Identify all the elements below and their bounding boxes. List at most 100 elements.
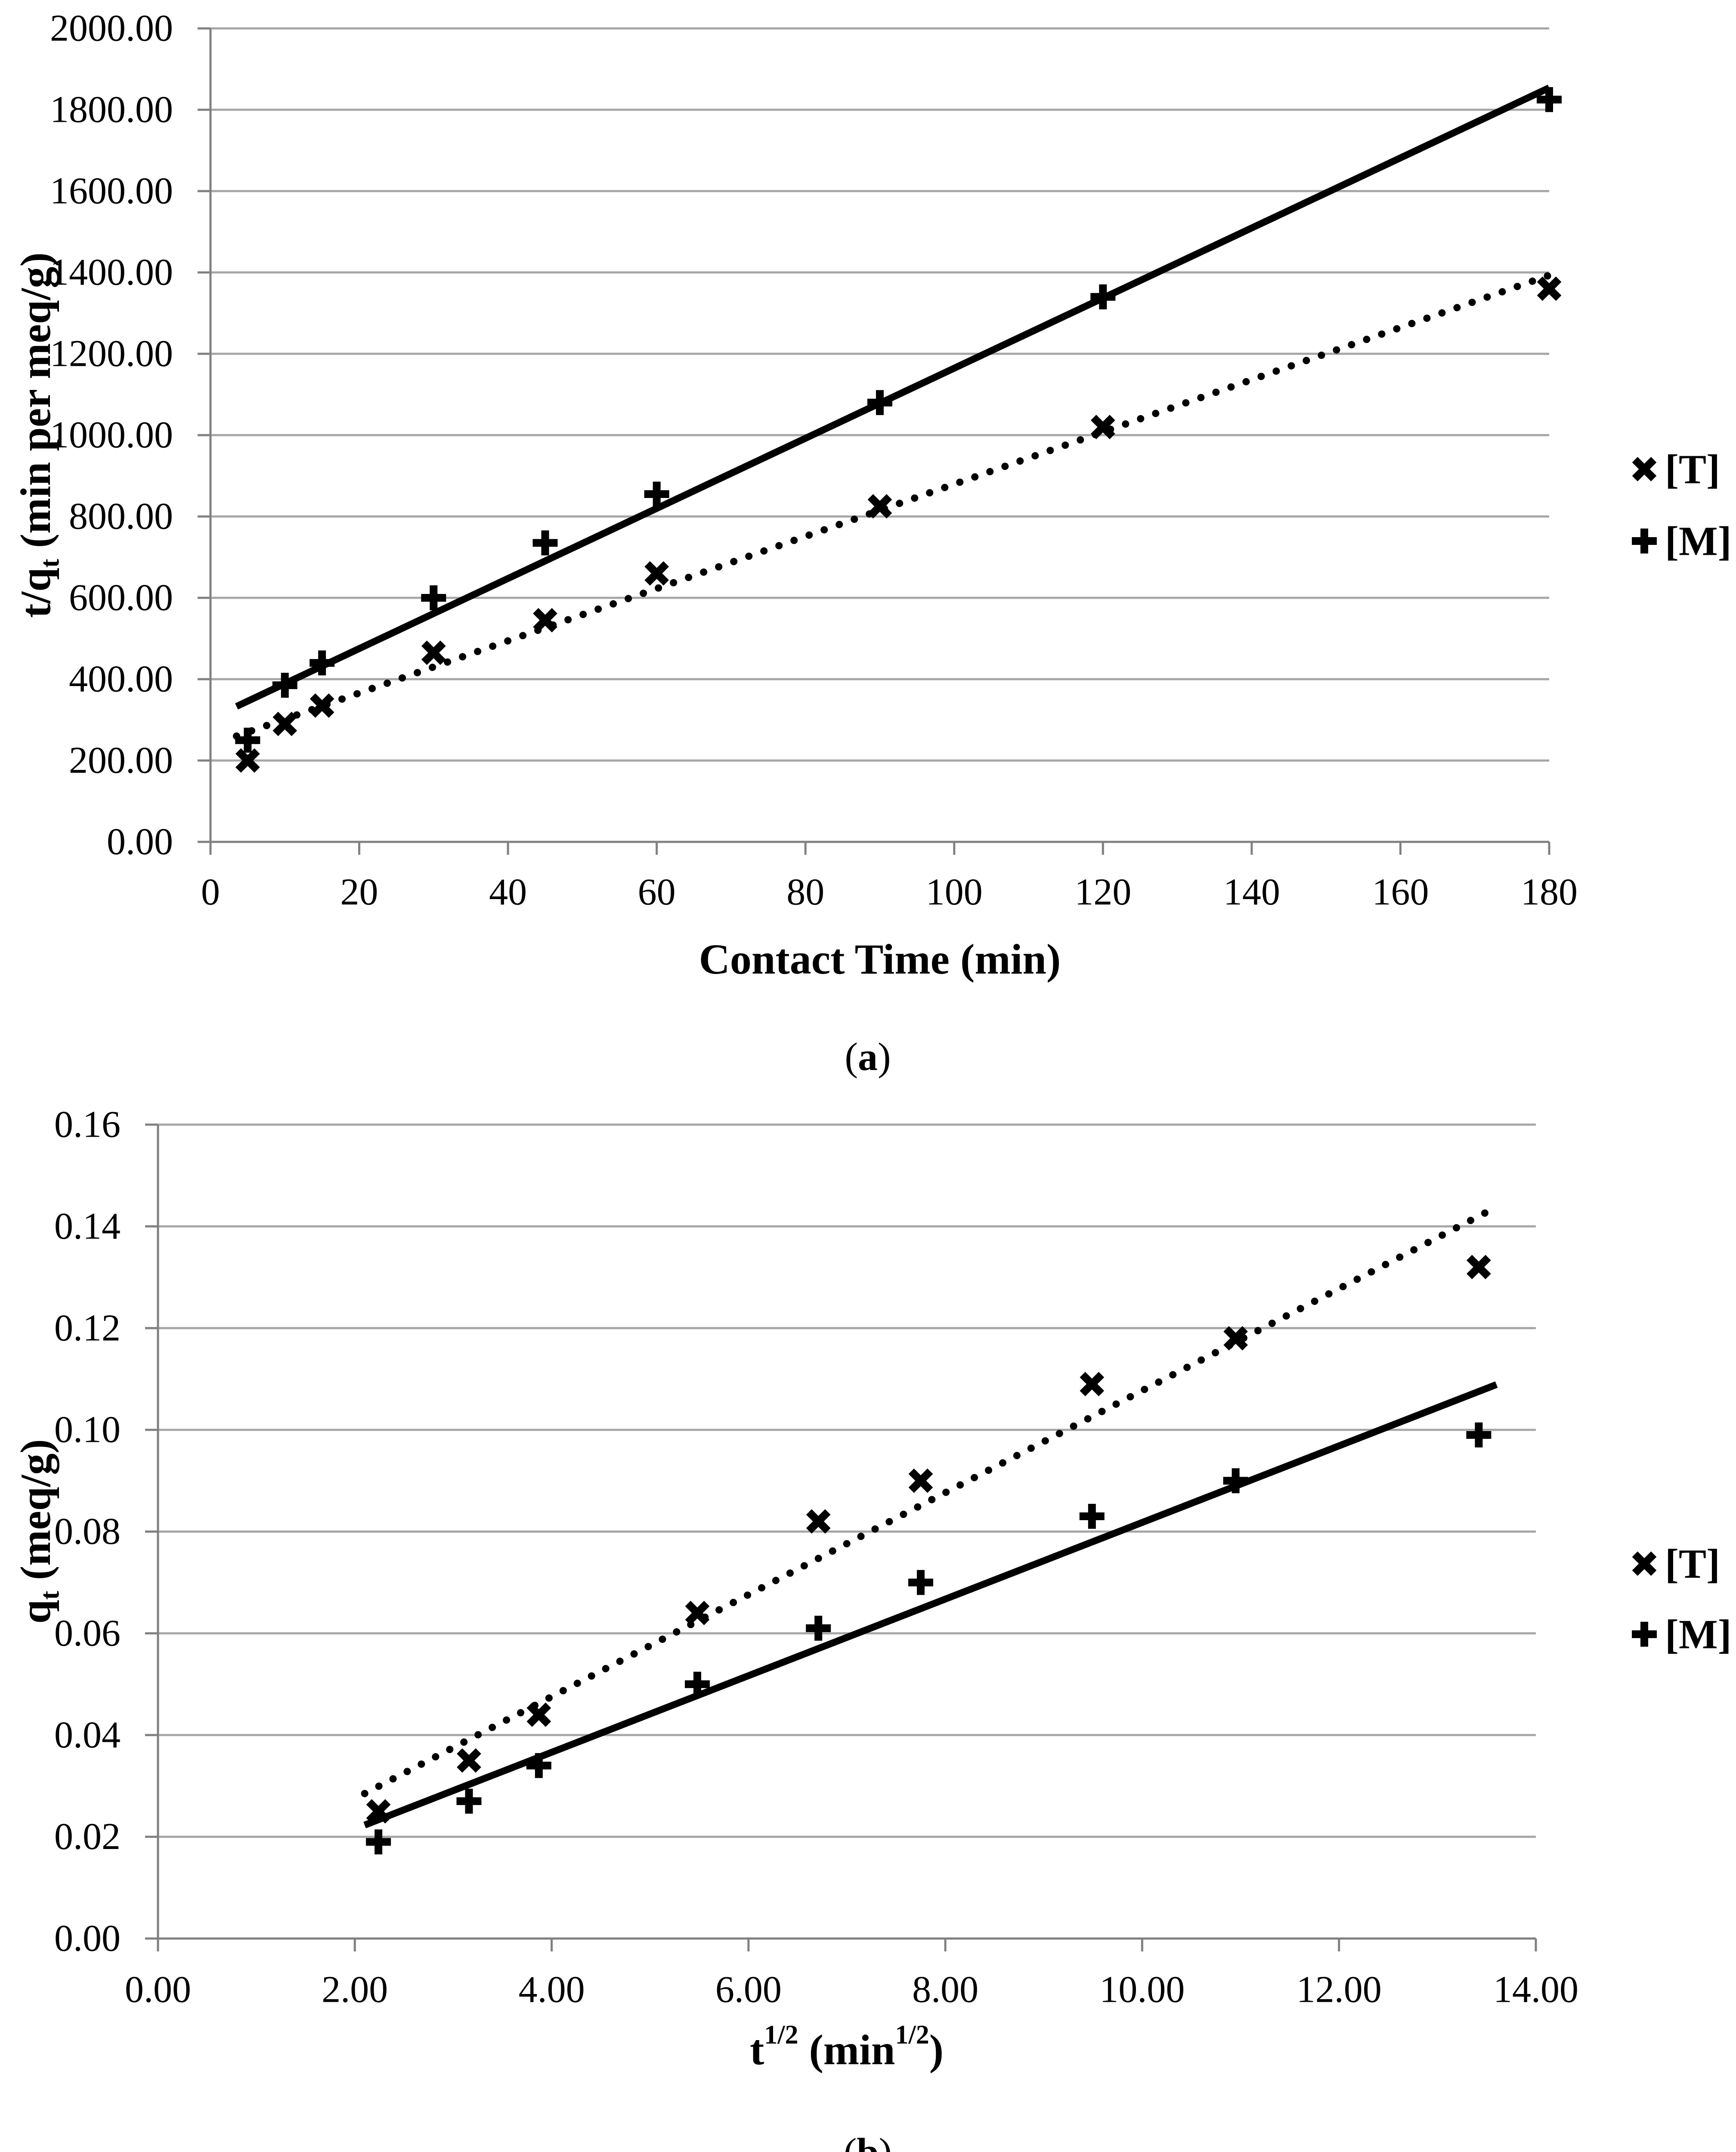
x-tick-label: 6.00 (715, 1969, 782, 2011)
legend-item-M: [M] (1632, 518, 1732, 564)
y-tick-label: 0.00 (54, 1918, 121, 1960)
legend: [T] [M] (1632, 1541, 1732, 1657)
trendline-M (235, 84, 1551, 710)
trendlines (361, 1203, 1501, 1828)
series-T (366, 1255, 1491, 1824)
x-tick-label: 12.00 (1297, 1969, 1382, 2011)
legend-label: [M] (1665, 1611, 1732, 1657)
x-marker-icon (1632, 457, 1657, 482)
series-M (235, 87, 1562, 753)
legend-label: [T] (1665, 1541, 1720, 1587)
y-tick-label: 600.00 (69, 577, 173, 619)
plus-marker-icon (1537, 87, 1562, 112)
y-axis-title: t/qt (min per meq/g) (12, 252, 65, 618)
legend-label: [T] (1665, 446, 1720, 492)
x-tick-label: 2.00 (322, 1969, 388, 2011)
plus-marker-icon (1079, 1504, 1105, 1529)
x-axis-title: Contact Time (min) (699, 935, 1061, 983)
y-tick-label: 0.16 (54, 1104, 121, 1146)
x-tick-label: 80 (786, 872, 824, 913)
x-tick-label: 160 (1372, 872, 1429, 913)
legend-label: [M] (1665, 518, 1732, 564)
y-tick-label: 800.00 (69, 496, 173, 538)
y-tick-label: 1600.00 (50, 170, 173, 212)
x-tick-label: 40 (489, 872, 527, 913)
plus-marker-icon (235, 727, 260, 753)
legend-item-T: [T] (1632, 1541, 1720, 1587)
x-tick-label: 100 (926, 872, 983, 913)
x-marker-icon (272, 711, 297, 736)
y-tick-label: 1200.00 (50, 333, 173, 375)
x-marker-icon (867, 494, 892, 519)
axes (198, 27, 1550, 855)
x-marker-icon (1632, 1551, 1657, 1576)
x-tick-label: 120 (1074, 872, 1131, 913)
plus-marker-icon (1632, 529, 1657, 553)
caption-b: (b) (844, 2130, 892, 2152)
x-marker-icon (235, 748, 260, 773)
trendlines (232, 84, 1553, 740)
y-tick-label: 0.06 (54, 1612, 121, 1654)
x-marker-icon (908, 1468, 933, 1493)
y-axis-title: qt (meq/g) (12, 1439, 65, 1624)
plus-marker-icon (684, 1672, 710, 1697)
trendline-M (363, 1381, 1498, 1828)
x-tick-label: 180 (1521, 872, 1578, 913)
trendline-T (361, 1203, 1501, 1797)
plus-marker-icon (908, 1570, 933, 1595)
x-tick-label: 140 (1223, 872, 1280, 913)
plus-marker-icon (366, 1829, 391, 1855)
plus-marker-icon (532, 530, 558, 556)
y-tick-label: 0.00 (107, 821, 173, 863)
y-tick-label: 0.14 (54, 1206, 121, 1247)
x-marker-icon (1537, 276, 1562, 301)
y-tick-label: 2000.00 (50, 8, 173, 49)
x-marker-icon (421, 640, 446, 665)
x-tick-label: 0 (201, 872, 220, 913)
y-tick-label: 1000.00 (50, 414, 173, 456)
chart-b: 0.00 0.02 0.04 0.06 0.08 0.10 0.12 0.14 0.16 0.00… (12, 1104, 1732, 2152)
x-tick-label: 14.00 (1493, 1969, 1578, 2011)
y-tick-label: 1400.00 (50, 252, 173, 294)
plus-marker-icon (1090, 284, 1116, 309)
chart-a: 0.00 200.00 400.00 600.00 800.00 1000.00 1200.… (12, 8, 1732, 1079)
x-marker-icon (366, 1799, 391, 1824)
plus-marker-icon (1466, 1422, 1492, 1447)
y-tick-label: 1800.00 (50, 89, 173, 131)
x-marker-icon (806, 1509, 831, 1534)
plus-marker-icon (1632, 1622, 1657, 1647)
x-tick-label: 60 (638, 872, 676, 913)
plus-marker-icon (867, 390, 892, 415)
y-tick-label: 200.00 (69, 740, 173, 782)
y-tick-label: 400.00 (69, 659, 173, 700)
axes (145, 1123, 1537, 1951)
x-marker-icon (1090, 414, 1115, 439)
caption-a: (a) (845, 1035, 891, 1079)
legend: [T] [M] (1632, 446, 1732, 564)
x-tick-label: 0.00 (125, 1969, 191, 2011)
series-T (235, 276, 1562, 773)
x-marker-icon (644, 561, 669, 586)
x-tick-label: 10.00 (1099, 1969, 1185, 2011)
x-tick-label: 20 (340, 872, 378, 913)
trendline-T (232, 272, 1553, 740)
x-marker-icon (526, 1702, 551, 1727)
x-axis-title: t1/2 (min1/2) (750, 2020, 944, 2074)
y-tick-label: 0.02 (54, 1816, 121, 1858)
x-marker-icon (457, 1748, 481, 1773)
plus-marker-icon (806, 1616, 831, 1641)
plus-marker-icon (644, 482, 669, 507)
plus-marker-icon (309, 650, 335, 676)
y-tick-label: 0.04 (54, 1714, 121, 1756)
x-marker-icon (309, 693, 334, 718)
plus-marker-icon (421, 585, 446, 610)
plus-marker-icon (1223, 1468, 1248, 1493)
x-marker-icon (1080, 1372, 1105, 1397)
x-marker-icon (1467, 1255, 1491, 1280)
x-marker-icon (533, 608, 557, 633)
x-tick-label: 8.00 (912, 1969, 978, 2011)
plus-marker-icon (456, 1788, 482, 1814)
plus-marker-icon (526, 1753, 551, 1778)
